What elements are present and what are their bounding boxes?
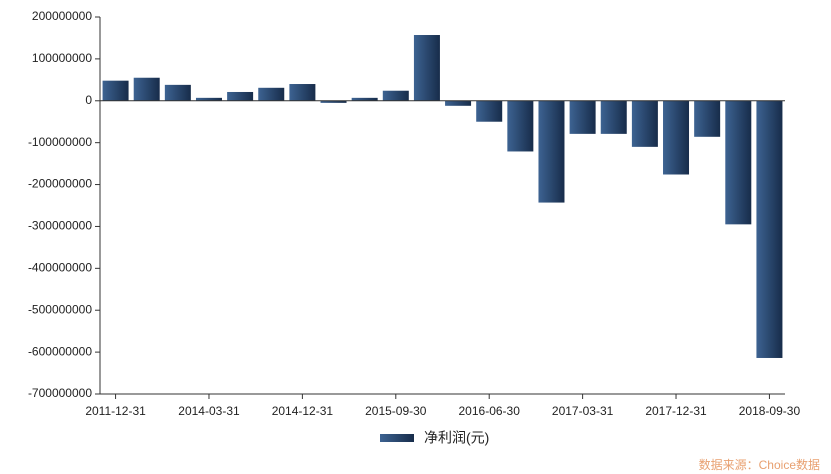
bar — [725, 100, 752, 225]
bar — [663, 100, 690, 175]
y-tick-label: -600000000 — [28, 344, 92, 358]
x-tick-label: 2017-12-31 — [645, 404, 707, 418]
x-tick-label: 2017-03-31 — [552, 404, 614, 418]
bar — [756, 100, 783, 358]
bar — [164, 84, 191, 101]
bar — [569, 100, 596, 134]
bar — [445, 100, 472, 106]
x-tick-label: 2016-06-30 — [459, 404, 521, 418]
legend-swatch — [380, 434, 414, 442]
bar — [289, 84, 316, 101]
y-tick-label: 100000000 — [32, 51, 92, 65]
y-tick-label: 0 — [85, 93, 92, 107]
bar — [320, 100, 347, 103]
y-tick-label: -300000000 — [28, 219, 92, 233]
y-tick-label: -400000000 — [28, 261, 92, 275]
legend-label: 净利润(元) — [424, 430, 489, 446]
bar — [476, 100, 503, 122]
source: 数据来源：Choice数据 — [699, 457, 820, 472]
y-tick-label: -700000000 — [28, 386, 92, 400]
bar — [351, 97, 378, 101]
bar — [631, 100, 658, 147]
bar — [600, 100, 627, 134]
bar — [413, 35, 440, 101]
bar — [133, 77, 160, 101]
bar — [258, 87, 285, 101]
bar — [102, 80, 129, 101]
bar — [227, 91, 254, 101]
bar — [694, 100, 721, 137]
bar — [538, 100, 565, 203]
y-tick-label: -100000000 — [28, 135, 92, 149]
bar — [195, 97, 222, 101]
x-tick-label: 2015-09-30 — [365, 404, 427, 418]
y-tick-label: -200000000 — [28, 177, 92, 191]
x-tick-label: 2014-12-31 — [272, 404, 334, 418]
x-tick-label: 2014-03-31 — [178, 404, 240, 418]
y-tick-label: 200000000 — [32, 9, 92, 23]
x-tick-label: 2018-09-30 — [739, 404, 801, 418]
bar — [382, 90, 409, 101]
y-tick-label: -500000000 — [28, 302, 92, 316]
x-tick-label: 2011-12-31 — [85, 404, 146, 418]
bar — [507, 100, 534, 152]
